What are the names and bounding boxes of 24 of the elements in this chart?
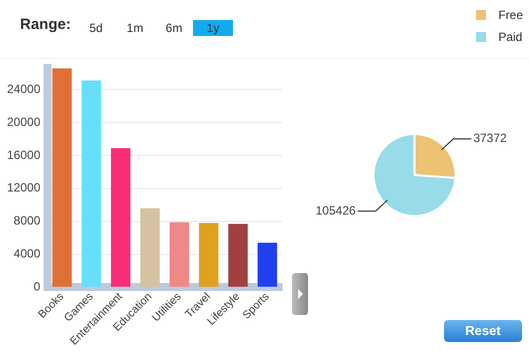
bar [170,222,190,287]
y-tick-label: 16000 [6,148,41,162]
y-tick-label: 20000 [6,114,41,129]
data-label: 37372 [473,131,508,146]
y-tick-label: 24000 [6,82,41,96]
y-tick-label: 4000 [14,246,41,261]
bar [110,148,130,287]
bar [258,242,278,287]
text: 1m [126,20,144,36]
text: 1y [193,20,233,36]
y-tick-label: 12000 [6,180,41,195]
text: Reset [444,320,522,342]
text: 6m [164,20,184,36]
bar [140,208,160,287]
legend-label: Paid [498,30,522,44]
bar [228,224,248,287]
y-tick-label: 0 [34,280,41,294]
legend-label: Free [498,8,523,22]
bar [198,223,218,287]
text: Range: [20,16,71,33]
y-tick-label: 8000 [14,214,41,228]
data-label: 105426 [316,203,356,218]
bar [82,80,102,287]
text: 5d [88,20,104,36]
